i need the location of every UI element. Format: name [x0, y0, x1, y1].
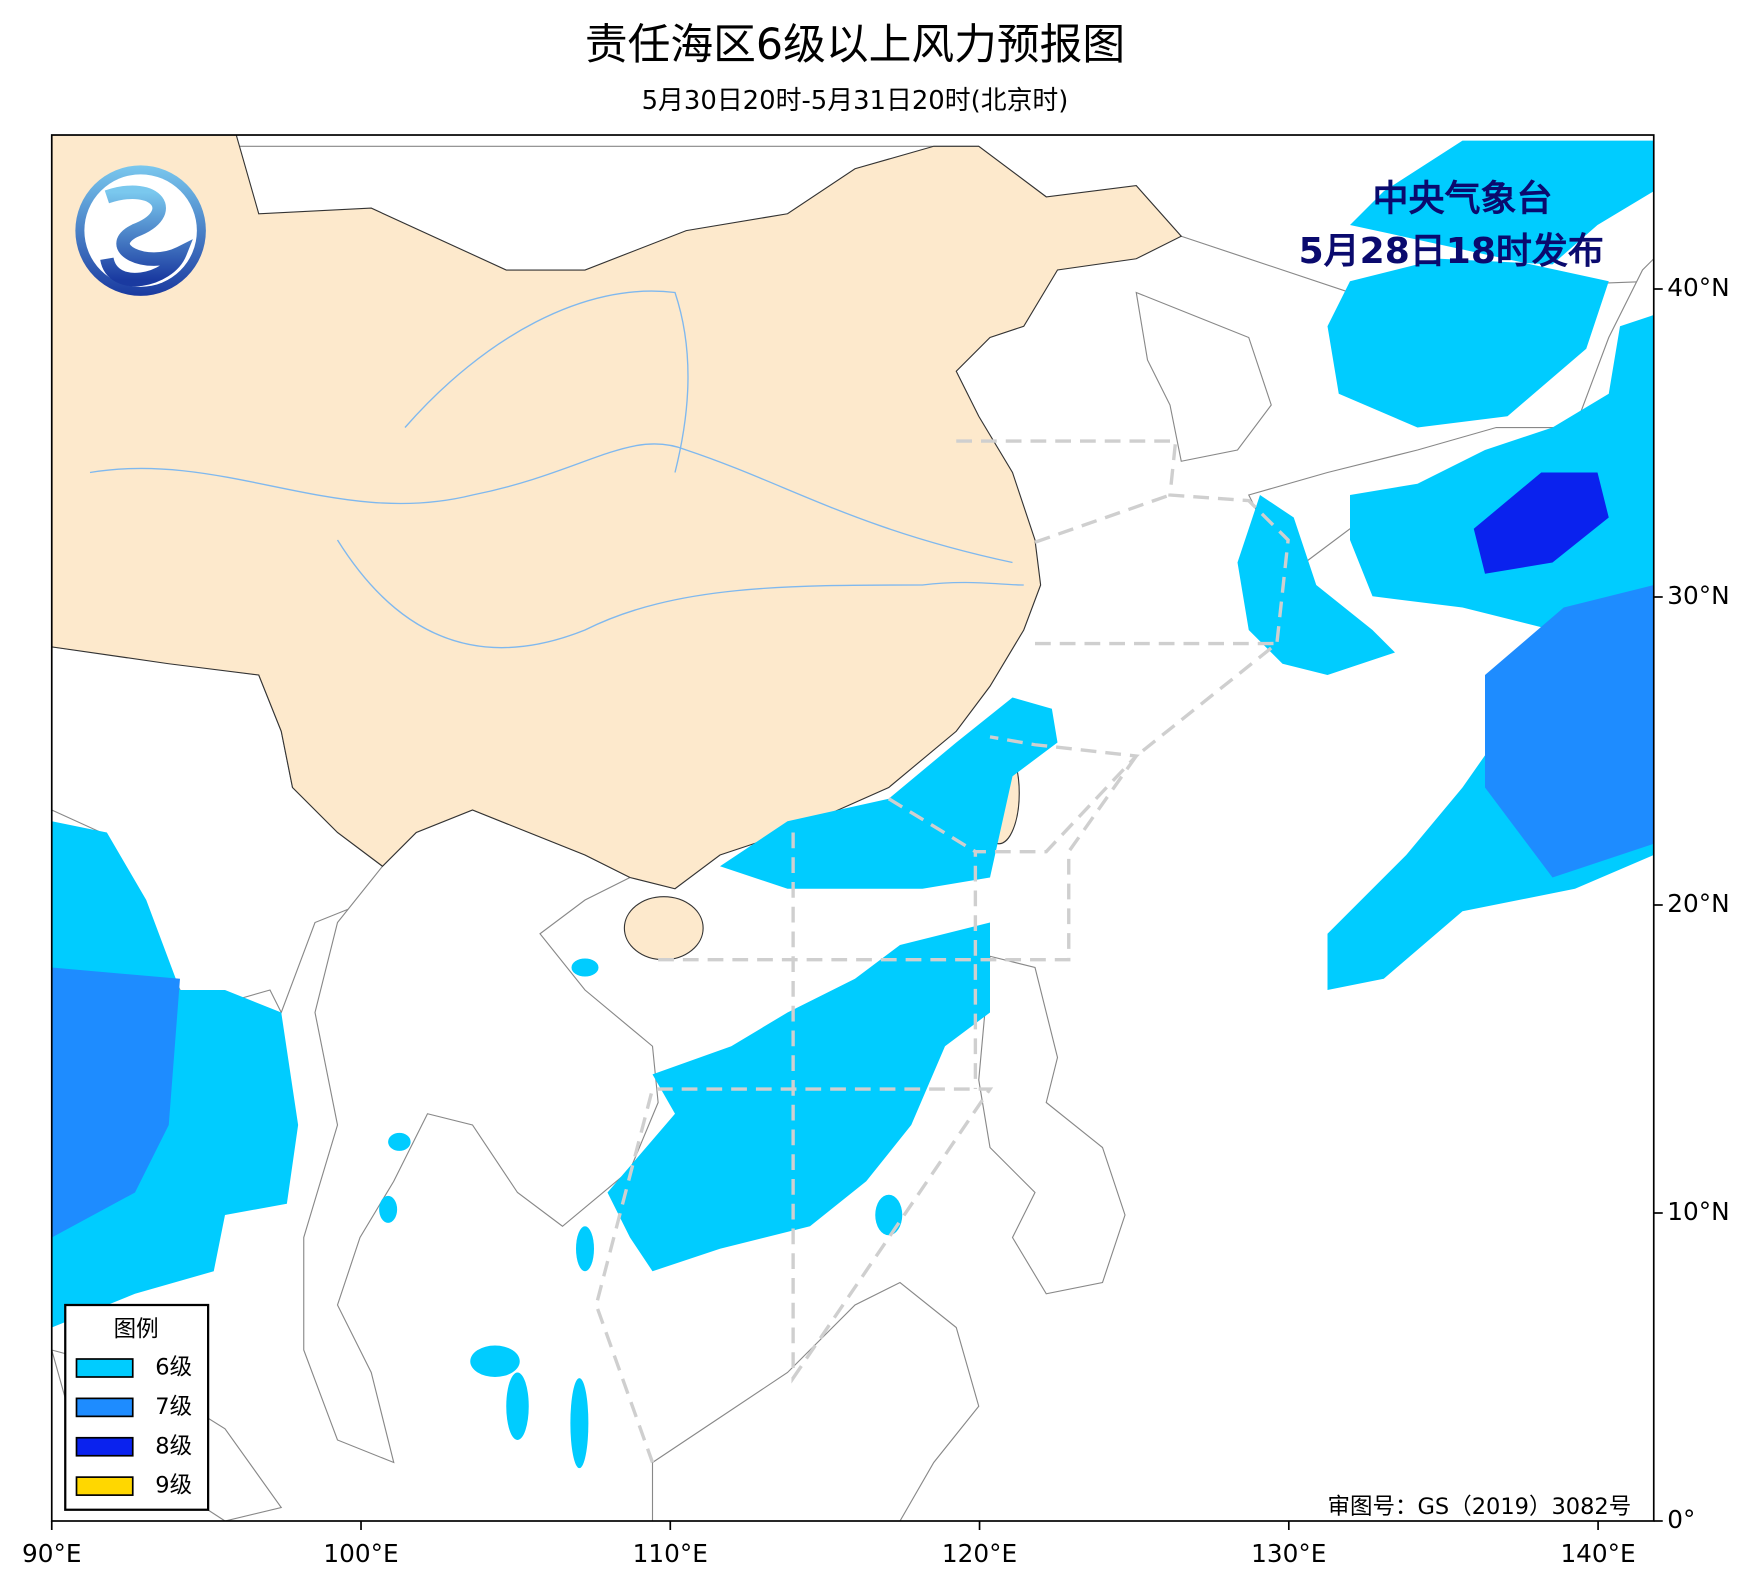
land-hainan: [623, 896, 704, 961]
river: [404, 290, 689, 473]
logo: [75, 165, 206, 296]
title: 责任海区6级以上风力预报图: [585, 20, 1125, 70]
legend-label: 8级: [155, 1433, 192, 1459]
wind-spots: [379, 958, 903, 1469]
x-tick-label: 100°E: [323, 1539, 398, 1568]
map-frame: [50, 134, 1655, 1522]
wind-area: [720, 697, 1058, 889]
land-china: [51, 135, 1183, 890]
legend-title: 图例: [114, 1316, 159, 1342]
legend-swatch: [75, 1397, 134, 1418]
wind-area: [1485, 585, 1654, 878]
sea-zone-line: [594, 832, 994, 1464]
y-tick-label: 0°: [1667, 1505, 1695, 1534]
x-tick-label: 90°E: [22, 1539, 82, 1568]
sea-zone-line: [956, 439, 1290, 962]
x-tick-label: 130°E: [1251, 1539, 1326, 1568]
sea-zone-line: [887, 797, 977, 854]
issuer: 中央气象台: [1372, 178, 1552, 219]
land-korea: [1135, 291, 1272, 462]
y-tick-label: 20°N: [1667, 889, 1729, 918]
y-tick-label: 40°N: [1667, 273, 1729, 302]
wind-area: [1473, 472, 1609, 574]
river: [89, 443, 1013, 564]
wind-area: [51, 967, 180, 1238]
legend-label: 6级: [155, 1355, 192, 1381]
wind-area: [1327, 140, 1654, 428]
wind-area: [607, 922, 990, 1272]
approval-number: 审图号：GS（2019）3082号: [1328, 1494, 1632, 1520]
y-tick-label: 30°N: [1667, 581, 1729, 610]
land-philippines: [978, 955, 1126, 1295]
sea-zone-line: [658, 957, 978, 1089]
x-tick-label: 140°E: [1560, 1539, 1635, 1568]
land-borneo: [651, 1281, 980, 1521]
legend: 图例 6级 7级 8级 9级: [64, 1303, 210, 1511]
map: 90°E 100°E 110°E 120°E 130°E 140°E 0° 10°N 20°N 3…: [22, 134, 1730, 1568]
axis: 90°E 100°E 110°E 120°E 130°E 140°E 0° 10°N 20°N 3…: [22, 273, 1730, 1568]
legend-label: 9级: [155, 1473, 192, 1499]
issue-time: 5月28日18时发布: [1299, 231, 1604, 272]
legend-swatch: [75, 1476, 134, 1496]
legend-label: 7级: [155, 1394, 192, 1420]
legend-swatch: [75, 1358, 134, 1378]
y-tick-label: 10°N: [1667, 1197, 1729, 1226]
legend-swatch: [75, 1436, 134, 1457]
x-tick-label: 120°E: [942, 1539, 1017, 1568]
subtitle: 5月30日20时-5月31日20时(北京时): [642, 86, 1069, 116]
x-tick-label: 110°E: [633, 1539, 708, 1568]
river: [336, 539, 1024, 649]
